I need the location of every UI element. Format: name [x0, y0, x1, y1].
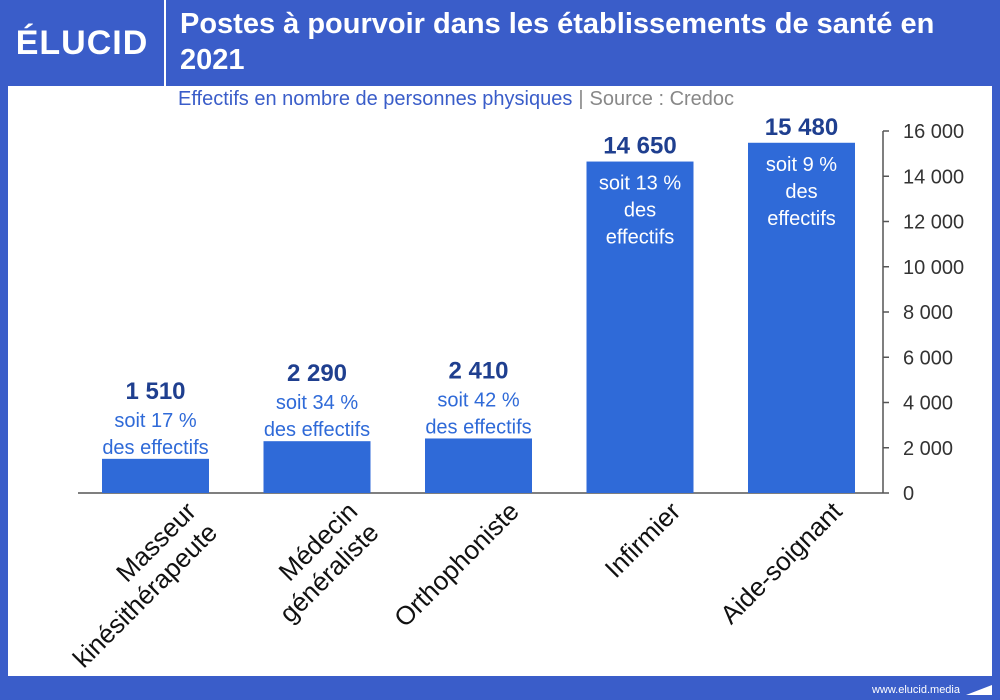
header: ÉLUCID Postes à pourvoir dans les établi… — [0, 0, 1000, 86]
bar — [263, 441, 371, 493]
y-tick-label: 10 000 — [903, 257, 964, 279]
elucid-logo: ÉLUCID — [15, 23, 149, 62]
x-tick-label-line: Aide-soignant — [714, 495, 848, 629]
value-label: 2 410 — [448, 357, 508, 384]
bar-chart: 0 2 000 4 000 6 000 8 000 10 000 12 000 14 000 1… — [67, 114, 964, 674]
bar-annotation: des effectifs — [264, 419, 370, 441]
bar-annotation: effectifs — [767, 208, 836, 230]
subtitle-description: Effectifs en nombre de personnes physiqu… — [178, 88, 573, 110]
y-tick-label: 16 000 — [903, 121, 964, 143]
bar-annotation: effectifs — [606, 227, 675, 249]
y-tick-label: 0 — [903, 483, 914, 505]
bar-annotation: des — [785, 181, 817, 203]
bar-annotation: des effectifs — [425, 416, 531, 438]
bar-annotation: des effectifs — [102, 437, 208, 459]
value-label: 1 510 — [125, 378, 185, 405]
bar — [586, 161, 694, 493]
bar-annotation: soit 13 % — [599, 173, 681, 195]
chart-subtitle: Effectifs en nombre de personnes physiqu… — [178, 88, 734, 111]
footer-url[interactable]: www.elucid.media — [871, 684, 960, 696]
y-tick-label: 4 000 — [903, 393, 953, 415]
value-label: 2 290 — [287, 360, 347, 387]
subtitle-separator: | — [578, 88, 584, 110]
chart-title: Postes à pourvoir dans les établissement… — [180, 8, 935, 76]
bar-annotation: des — [624, 200, 656, 222]
bar — [102, 458, 209, 493]
value-label: 15 480 — [765, 114, 838, 141]
elucid-mark-icon — [966, 685, 992, 695]
value-label: 14 650 — [603, 133, 676, 160]
y-tick-label: 14 000 — [903, 166, 964, 188]
x-tick-label: Aide-soignant — [714, 495, 848, 629]
y-tick-label: 8 000 — [903, 302, 953, 324]
x-tick-label-line: Orthophoniste — [388, 496, 525, 633]
bar-annotation: soit 42 % — [437, 389, 519, 411]
bar-annotation: soit 34 % — [276, 392, 358, 414]
bar-annotation: soit 17 % — [114, 410, 196, 432]
chart-panel: Effectifs en nombre de personnes physiqu… — [8, 86, 992, 676]
x-tick-label-line: Infirmier — [599, 496, 687, 584]
x-tick-label: Infirmier — [599, 496, 687, 584]
bar — [425, 438, 532, 493]
logo-divider — [164, 0, 166, 86]
y-tick-label: 12 000 — [903, 212, 964, 234]
y-tick-label: 2 000 — [903, 438, 953, 460]
subtitle-source: Source : Credoc — [589, 88, 735, 110]
bar-annotation: soit 9 % — [766, 154, 837, 176]
bar — [748, 142, 855, 493]
y-tick-label: 6 000 — [903, 347, 953, 369]
x-tick-label: Orthophoniste — [388, 496, 525, 633]
